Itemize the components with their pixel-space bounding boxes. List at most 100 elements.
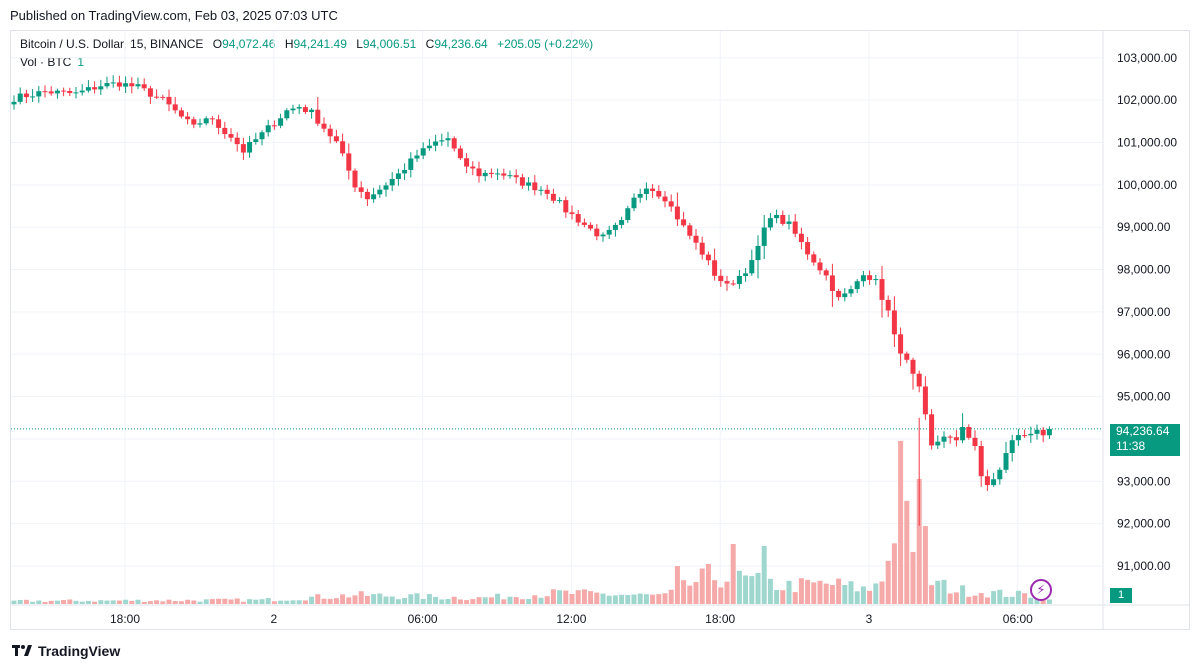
volume-bar: [402, 598, 408, 604]
volume-bar: [774, 590, 780, 604]
volume-bar: [48, 600, 54, 604]
candle-body: [98, 86, 104, 90]
candle-body: [879, 279, 885, 300]
candle-body: [85, 87, 91, 91]
lightning-icon[interactable]: ⚡: [1030, 579, 1052, 601]
candle-body: [315, 109, 321, 124]
candle-body: [972, 437, 978, 447]
volume-bar: [631, 594, 637, 604]
volume-bar: [1009, 596, 1015, 604]
volume-bar: [848, 581, 854, 604]
tradingview-logo-icon: [12, 645, 32, 656]
candle-body: [129, 83, 135, 87]
candle-body: [501, 173, 507, 176]
candle-body: [259, 132, 265, 140]
volume-bar: [526, 598, 532, 604]
candle-body: [42, 91, 48, 93]
candle-body: [736, 275, 742, 285]
candle-body: [519, 177, 525, 186]
volume-bar: [185, 599, 191, 604]
volume-bar: [36, 600, 42, 604]
candle-body: [656, 191, 662, 197]
candle-body: [563, 200, 569, 213]
volume-bar: [488, 597, 494, 604]
candle-body: [426, 145, 432, 149]
volume-bar: [259, 599, 265, 604]
candle-body: [110, 82, 116, 84]
volume-bar: [891, 543, 897, 604]
symbol-title[interactable]: Bitcoin / U.S. Dollar, 15, BINANCE: [20, 37, 204, 51]
candle-body: [253, 139, 259, 142]
volume-bar: [420, 598, 426, 604]
candle-body: [17, 93, 23, 102]
candle-body: [296, 107, 302, 109]
y-tick-label: 100,000.00: [1117, 178, 1177, 192]
x-tick-label: 12:00: [556, 612, 586, 626]
volume-bar: [600, 593, 606, 604]
volume-label[interactable]: Vol · BTC: [20, 55, 72, 69]
candle-body: [1015, 435, 1021, 441]
candle-body: [798, 233, 804, 243]
y-tick-label: 102,000.00: [1117, 93, 1177, 107]
candle-body: [1022, 435, 1028, 437]
candle-body: [935, 441, 941, 446]
candle-body: [36, 91, 42, 97]
candle-body: [550, 193, 556, 201]
candle-body: [643, 188, 649, 194]
volume-bar: [470, 599, 476, 604]
candle-body: [681, 219, 687, 226]
candle-body: [445, 138, 451, 141]
candle-body: [811, 254, 817, 263]
candle-body: [116, 82, 122, 87]
candle-body: [1040, 429, 1046, 436]
volume-bar: [761, 546, 767, 604]
candle-body: [383, 185, 389, 190]
volume-bar: [1028, 597, 1034, 604]
volume-bar: [439, 599, 445, 604]
candle-body: [290, 108, 296, 111]
candle-body: [829, 275, 835, 291]
volume-bar: [73, 600, 79, 604]
volume-bar: [495, 593, 501, 604]
x-tick-label: 06:00: [1003, 612, 1033, 626]
x-tick-label: 18:00: [705, 612, 735, 626]
volume-bar: [1015, 590, 1021, 604]
candle-body: [805, 242, 811, 255]
candle-body: [48, 91, 54, 94]
volume-bar: [352, 595, 358, 604]
candle-body: [823, 270, 829, 276]
volume-bar: [730, 544, 736, 604]
candle-body: [302, 107, 308, 113]
candle-body: [836, 290, 842, 298]
y-tick-label: 103,000.00: [1117, 51, 1177, 65]
tradingview-logo[interactable]: TradingView: [12, 643, 120, 659]
candle-body: [1034, 429, 1040, 434]
volume-bar: [54, 600, 60, 604]
volume-bar: [79, 601, 85, 604]
x-tick-label: 06:00: [408, 612, 438, 626]
candle-body: [402, 169, 408, 174]
candle-body: [1046, 428, 1052, 436]
candle-body: [284, 110, 290, 119]
candle-body: [922, 386, 928, 415]
volume-bar: [265, 598, 271, 604]
volume-bar: [104, 600, 110, 604]
candle-body: [978, 446, 984, 477]
volume-bar: [588, 591, 594, 604]
volume-bar: [222, 598, 228, 604]
volume-bar: [141, 601, 147, 604]
volume-bar: [718, 587, 724, 604]
candle-body: [960, 427, 966, 441]
y-tick-label: 101,000.00: [1117, 136, 1177, 150]
volume-bar: [389, 596, 395, 604]
candle-body: [389, 178, 395, 186]
candle-body: [439, 140, 445, 142]
volume-bar: [110, 600, 116, 604]
candle-body: [92, 87, 98, 90]
volume-bar: [854, 591, 860, 604]
candle-body: [997, 469, 1003, 480]
candle-body: [860, 275, 866, 282]
volume-bar: [67, 599, 73, 604]
candle-body: [625, 208, 631, 221]
